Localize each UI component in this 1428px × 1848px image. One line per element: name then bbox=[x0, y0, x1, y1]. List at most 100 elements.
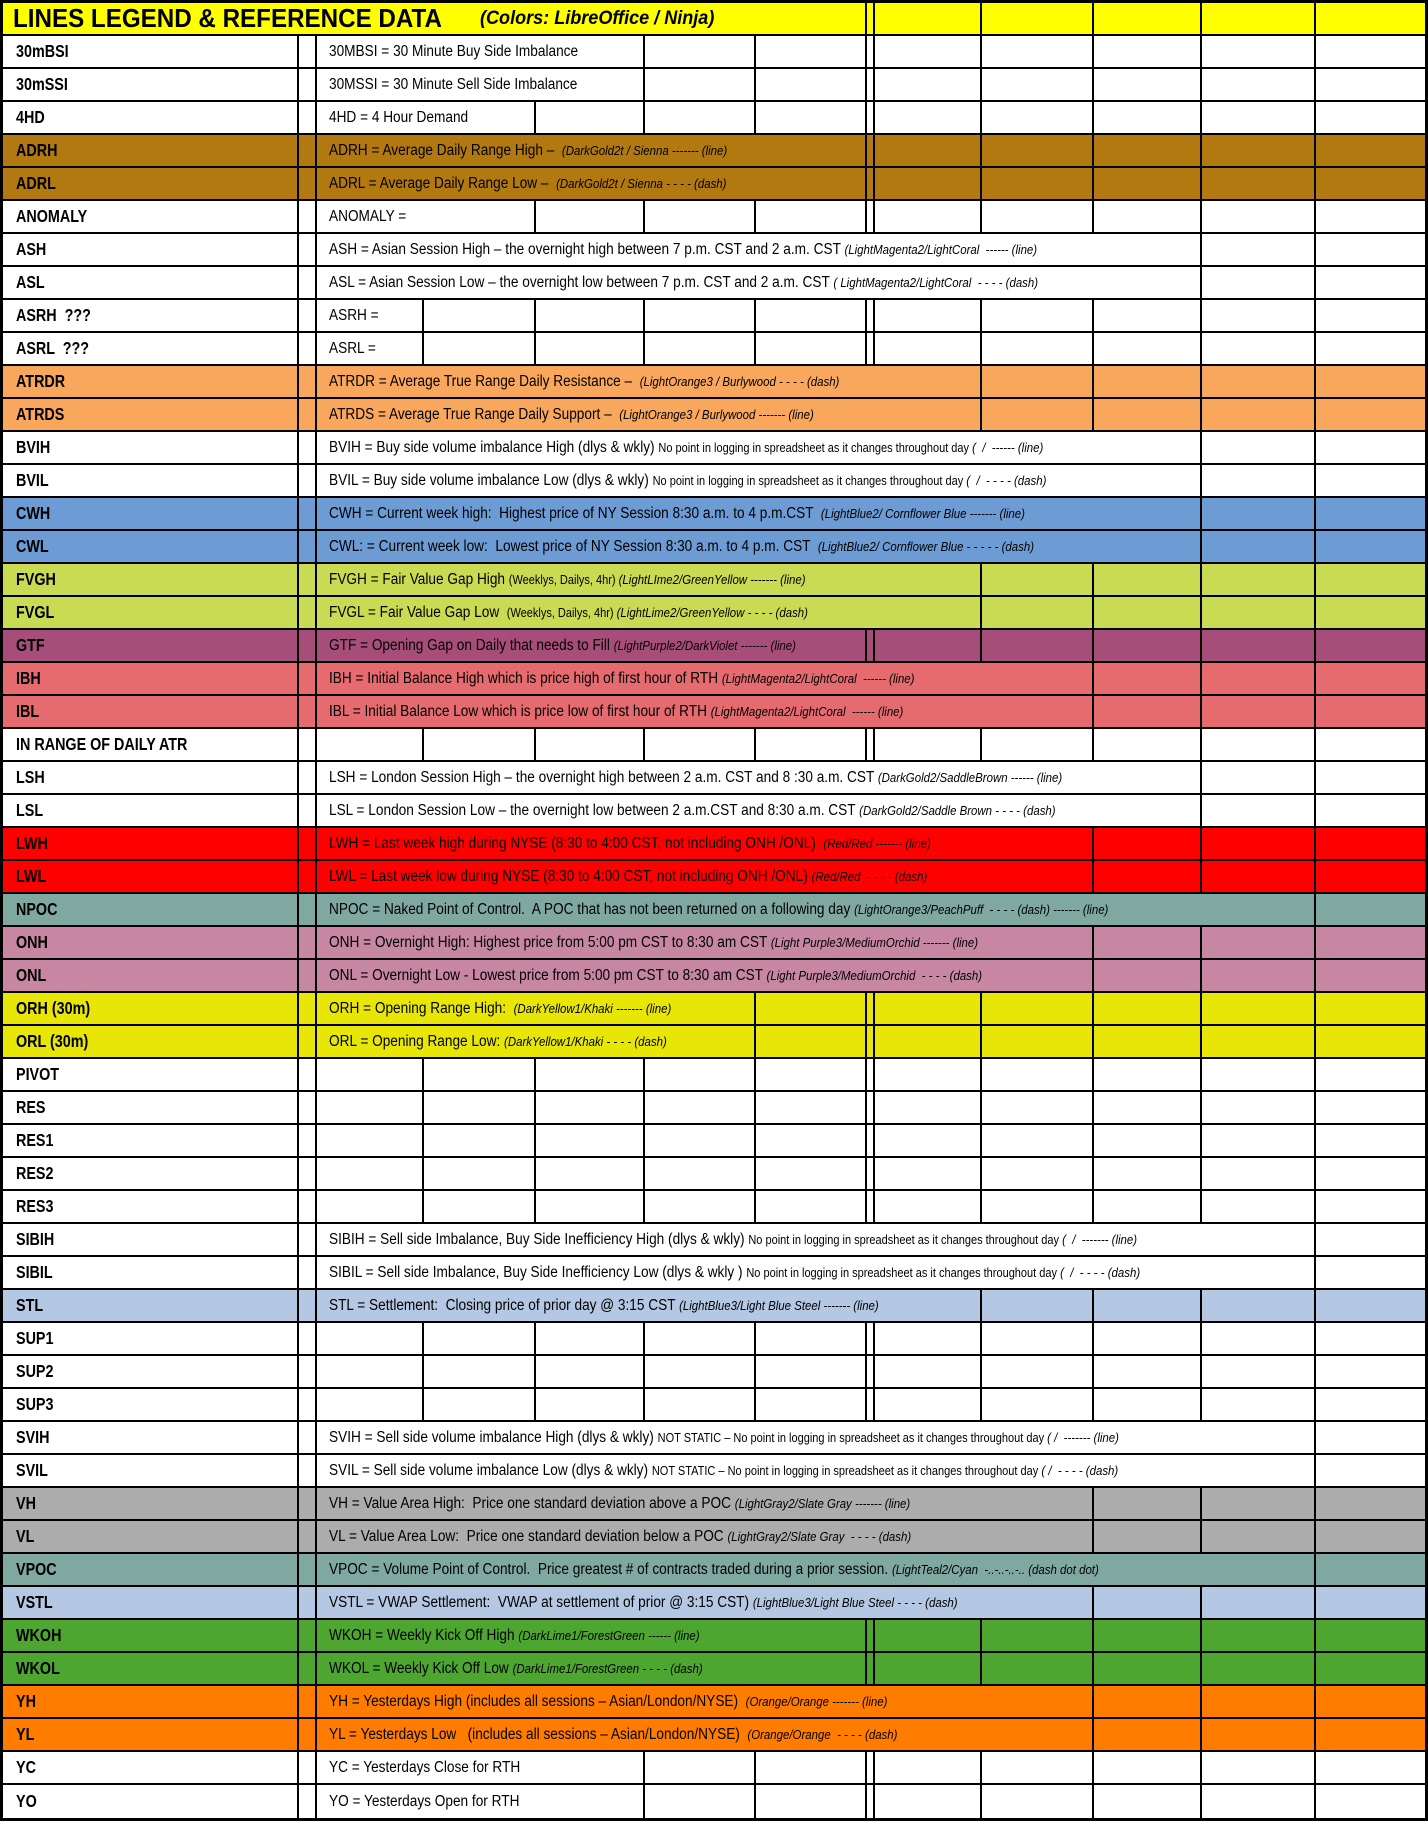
row-code-cell[interactable]: CWL bbox=[3, 531, 299, 562]
row-code-cell[interactable]: 30mBSI bbox=[3, 36, 299, 67]
row-description-cell[interactable] bbox=[317, 1389, 424, 1420]
row-code-cell[interactable]: ASL bbox=[3, 267, 299, 298]
row-code-cell[interactable]: LSL bbox=[3, 795, 299, 826]
row-description-cell[interactable]: FVGH = Fair Value Gap High (Weeklys, Dai… bbox=[317, 564, 982, 595]
row-code-cell[interactable]: NPOC bbox=[3, 894, 299, 925]
row-code-cell[interactable]: ATRDS bbox=[3, 399, 299, 430]
row-description-cell[interactable]: ASRL = bbox=[317, 333, 424, 364]
row-code-cell[interactable]: SUP3 bbox=[3, 1389, 299, 1420]
row-code-cell[interactable]: ATRDR bbox=[3, 366, 299, 397]
row-code-cell[interactable]: FVGH bbox=[3, 564, 299, 595]
row-description-cell[interactable]: GTF = Opening Gap on Daily that needs to… bbox=[317, 630, 867, 661]
row-description-cell[interactable]: 4HD = 4 Hour Demand bbox=[317, 102, 536, 133]
row-code-cell[interactable]: RES bbox=[3, 1092, 299, 1123]
row-description-cell[interactable]: BVIH = Buy side volume imbalance High (d… bbox=[317, 432, 1202, 463]
row-description-cell[interactable]: CWH = Current week high: Highest price o… bbox=[317, 498, 1202, 529]
row-code-cell[interactable]: BVIL bbox=[3, 465, 299, 496]
row-code-cell[interactable]: ONL bbox=[3, 960, 299, 991]
row-description-cell[interactable]: IBL = Initial Balance Low which is price… bbox=[317, 696, 1094, 727]
row-code-cell[interactable]: RES2 bbox=[3, 1158, 299, 1189]
row-code-cell[interactable]: VPOC bbox=[3, 1554, 299, 1585]
row-code-cell[interactable]: WKOH bbox=[3, 1620, 299, 1651]
row-code-cell[interactable]: BVIH bbox=[3, 432, 299, 463]
row-description-cell[interactable]: LWH = Last week high during NYSE (8:30 t… bbox=[317, 828, 1094, 859]
row-description-cell[interactable]: ASH = Asian Session High – the overnight… bbox=[317, 234, 1202, 265]
row-code-cell[interactable]: WKOL bbox=[3, 1653, 299, 1684]
row-description-cell[interactable]: VSTL = VWAP Settlement: VWAP at settleme… bbox=[317, 1587, 1094, 1618]
row-code-cell[interactable]: PIVOT bbox=[3, 1059, 299, 1090]
row-description-cell[interactable]: ADRL = Average Daily Range Low – (DarkGo… bbox=[317, 168, 867, 199]
row-description-cell[interactable]: FVGL = Fair Value Gap Low (Weeklys, Dail… bbox=[317, 597, 982, 628]
row-description-cell[interactable] bbox=[317, 1125, 424, 1156]
row-description-cell[interactable]: ORL = Opening Range Low: (DarkYellow1/Kh… bbox=[317, 1026, 756, 1057]
row-description-cell[interactable]: WKOH = Weekly Kick Off High (DarkLime1/F… bbox=[317, 1620, 867, 1651]
row-description-cell[interactable]: VPOC = Volume Point of Control. Price gr… bbox=[317, 1554, 1316, 1585]
row-code-cell[interactable]: YO bbox=[3, 1785, 299, 1818]
row-code-cell[interactable]: VL bbox=[3, 1521, 299, 1552]
row-description-cell[interactable]: YO = Yesterdays Open for RTH bbox=[317, 1785, 645, 1818]
row-description-cell[interactable] bbox=[317, 1323, 424, 1354]
row-code-cell[interactable]: YC bbox=[3, 1752, 299, 1783]
row-description-cell[interactable]: YC = Yesterdays Close for RTH bbox=[317, 1752, 645, 1783]
row-description-cell[interactable]: NPOC = Naked Point of Control. A POC tha… bbox=[317, 894, 1316, 925]
row-description-cell[interactable]: ATRDS = Average True Range Daily Support… bbox=[317, 399, 982, 430]
row-code-cell[interactable]: ASH bbox=[3, 234, 299, 265]
row-code-cell[interactable]: ASRH ??? bbox=[3, 300, 299, 331]
row-code-cell[interactable]: ADRH bbox=[3, 135, 299, 166]
row-description-cell[interactable] bbox=[317, 1158, 424, 1189]
row-code-cell[interactable]: SUP1 bbox=[3, 1323, 299, 1354]
row-code-cell[interactable]: CWH bbox=[3, 498, 299, 529]
row-description-cell[interactable]: STL = Settlement: Closing price of prior… bbox=[317, 1290, 982, 1321]
row-code-cell[interactable]: IBH bbox=[3, 663, 299, 694]
row-description-cell[interactable]: 30MBSI = 30 Minute Buy Side Imbalance bbox=[317, 36, 645, 67]
row-code-cell[interactable]: GTF bbox=[3, 630, 299, 661]
row-code-cell[interactable]: SUP2 bbox=[3, 1356, 299, 1387]
row-description-cell[interactable]: ASRH = bbox=[317, 300, 424, 331]
row-description-cell[interactable]: SIBIL = Sell side Imbalance, Buy Side In… bbox=[317, 1257, 1316, 1288]
row-description-cell[interactable]: SVIH = Sell side volume imbalance High (… bbox=[317, 1422, 1316, 1453]
row-description-cell[interactable]: YL = Yesterdays Low (includes all sessio… bbox=[317, 1719, 1094, 1750]
row-description-cell[interactable]: LWL = Last week low during NYSE (8:30 to… bbox=[317, 861, 1094, 892]
row-description-cell[interactable]: VH = Value Area High: Price one standard… bbox=[317, 1488, 1094, 1519]
row-description-cell[interactable] bbox=[317, 1356, 424, 1387]
row-description-cell[interactable]: ORH = Opening Range High: (DarkYellow1/K… bbox=[317, 993, 756, 1024]
row-code-cell[interactable]: ADRL bbox=[3, 168, 299, 199]
row-description-cell[interactable]: ONH = Overnight High: Highest price from… bbox=[317, 927, 1094, 958]
row-code-cell[interactable]: VSTL bbox=[3, 1587, 299, 1618]
row-description-cell[interactable]: SVIL = Sell side volume imbalance Low (d… bbox=[317, 1455, 1316, 1486]
row-code-cell[interactable]: LSH bbox=[3, 762, 299, 793]
row-description-cell[interactable]: ASL = Asian Session Low – the overnight … bbox=[317, 267, 1202, 298]
row-code-cell[interactable]: SVIL bbox=[3, 1455, 299, 1486]
row-description-cell[interactable]: ATRDR = Average True Range Daily Resista… bbox=[317, 366, 982, 397]
row-code-cell[interactable]: IBL bbox=[3, 696, 299, 727]
row-description-cell[interactable]: YH = Yesterdays High (includes all sessi… bbox=[317, 1686, 1094, 1717]
row-code-cell[interactable]: LWH bbox=[3, 828, 299, 859]
row-code-cell[interactable]: LWL bbox=[3, 861, 299, 892]
row-code-cell[interactable]: SIBIH bbox=[3, 1224, 299, 1255]
row-description-cell[interactable]: BVIL = Buy side volume imbalance Low (dl… bbox=[317, 465, 1202, 496]
row-description-cell[interactable]: ANOMALY = bbox=[317, 201, 536, 232]
row-description-cell[interactable]: ONL = Overnight Low - Lowest price from … bbox=[317, 960, 1094, 991]
row-description-cell[interactable] bbox=[317, 1191, 424, 1222]
row-description-cell[interactable] bbox=[317, 1092, 424, 1123]
row-code-cell[interactable]: IN RANGE OF DAILY ATR bbox=[3, 729, 299, 760]
row-code-cell[interactable]: ANOMALY bbox=[3, 201, 299, 232]
row-description-cell[interactable] bbox=[317, 1059, 424, 1090]
row-description-cell[interactable]: WKOL = Weekly Kick Off Low (DarkLime1/Fo… bbox=[317, 1653, 867, 1684]
row-code-cell[interactable]: SVIH bbox=[3, 1422, 299, 1453]
row-code-cell[interactable]: ORL (30m) bbox=[3, 1026, 299, 1057]
row-code-cell[interactable]: SIBIL bbox=[3, 1257, 299, 1288]
row-code-cell[interactable]: RES1 bbox=[3, 1125, 299, 1156]
row-description-cell[interactable]: ADRH = Average Daily Range High – (DarkG… bbox=[317, 135, 867, 166]
row-description-cell[interactable] bbox=[317, 729, 424, 760]
row-description-cell[interactable]: CWL: = Current week low: Lowest price of… bbox=[317, 531, 1202, 562]
row-description-cell[interactable]: LSH = London Session High – the overnigh… bbox=[317, 762, 1202, 793]
row-code-cell[interactable]: ONH bbox=[3, 927, 299, 958]
row-code-cell[interactable]: YL bbox=[3, 1719, 299, 1750]
row-code-cell[interactable]: 30mSSI bbox=[3, 69, 299, 100]
row-code-cell[interactable]: VH bbox=[3, 1488, 299, 1519]
row-description-cell[interactable]: VL = Value Area Low: Price one standard … bbox=[317, 1521, 1094, 1552]
sheet-header-row[interactable]: LINES LEGEND & REFERENCE DATA (Colors: L… bbox=[3, 3, 1425, 36]
row-description-cell[interactable]: SIBIH = Sell side Imbalance, Buy Side In… bbox=[317, 1224, 1316, 1255]
row-code-cell[interactable]: ASRL ??? bbox=[3, 333, 299, 364]
